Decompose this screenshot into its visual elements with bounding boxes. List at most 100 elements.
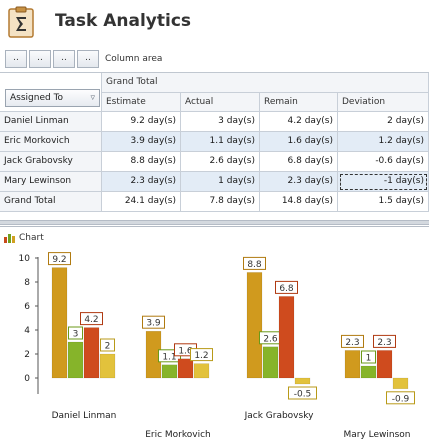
data-label-box	[68, 326, 83, 340]
data-label-box	[386, 391, 415, 405]
bar	[360, 365, 377, 379]
data-label: 9.2	[52, 255, 66, 265]
grand-total-header[interactable]: Grand Total	[102, 73, 429, 93]
chart-tab[interactable]: Chart	[4, 231, 44, 245]
table-cell-total[interactable]: 1.5 day(s)	[338, 192, 429, 212]
title-bar: Task Analytics	[0, 0, 429, 46]
bar	[392, 377, 409, 390]
data-label-box	[275, 280, 298, 294]
y-tick-label: 10	[19, 254, 31, 264]
table-cell[interactable]: 2.3 day(s)	[260, 172, 338, 192]
table-cell[interactable]: 1.2 day(s)	[338, 132, 429, 152]
x-category-label: Daniel Linman	[52, 411, 117, 421]
pivot-table: Grand Total Estimate Actual Remain Devia…	[0, 72, 429, 259]
row-header-mary-lewinson[interactable]: Mary Lewinson	[0, 172, 102, 192]
y-tick-label: 8	[24, 278, 30, 288]
table-cell-total[interactable]: 14.8 day(s)	[260, 192, 338, 212]
data-label: 2.3	[377, 338, 391, 348]
data-label-box	[361, 350, 376, 364]
column-header-remain[interactable]: Remain	[260, 93, 338, 112]
bar-chart: 0 2 4 6 8 10 9.2 3.9 8.8 2.3 3 1.1 2.6 1 4.2 1.6 6.8 2.3 2…	[19, 252, 415, 440]
data-label: -0.5	[294, 390, 312, 400]
data-label-box	[373, 334, 396, 348]
x-category-label: Jack Grabovsky	[244, 411, 315, 421]
filter-icon[interactable]: ▿	[90, 93, 95, 103]
bar	[278, 296, 295, 379]
filter-field-button-2[interactable]: ..	[29, 50, 51, 68]
column-header-deviation[interactable]: Deviation	[338, 93, 429, 112]
table-cell[interactable]: 2.3 day(s)	[102, 172, 181, 192]
data-label-box	[100, 338, 115, 352]
row-header-daniel-linman[interactable]: Daniel Linman	[0, 112, 102, 132]
table-cell-total[interactable]: 24.1 day(s)	[102, 192, 181, 212]
table-cell[interactable]: -0.6 day(s)	[338, 152, 429, 172]
column-header-actual[interactable]: Actual	[181, 93, 260, 112]
data-label-box	[48, 252, 71, 266]
table-cell[interactable]: 3 day(s)	[181, 112, 260, 132]
bar	[262, 346, 279, 379]
table-cell[interactable]: 1 day(s)	[181, 172, 260, 192]
sigma-clipboard-icon	[8, 6, 34, 38]
assigned-to-label: Assigned To	[10, 93, 64, 103]
table-cell-total[interactable]: 7.8 day(s)	[181, 192, 260, 212]
data-label: 2	[105, 342, 111, 352]
table-cell-selected[interactable]: -1 day(s)	[338, 172, 429, 192]
bar	[99, 353, 116, 379]
data-label: 3	[73, 330, 79, 340]
assigned-to-field-button[interactable]: Assigned To ▿	[5, 89, 100, 107]
filter-field-button-3[interactable]: ..	[53, 50, 75, 68]
data-label: 6.8	[279, 284, 294, 294]
table-cell[interactable]: 4.2 day(s)	[260, 112, 338, 132]
data-label-box	[80, 312, 103, 326]
data-label: 1.2	[194, 351, 208, 361]
filter-field-button-1[interactable]: ..	[5, 50, 27, 68]
data-label-box	[142, 315, 165, 329]
pivot-grid-area: .. .. .. .. Column area Grand Total Esti…	[0, 46, 429, 216]
column-header-estimate[interactable]: Estimate	[102, 93, 181, 112]
bar	[344, 350, 361, 379]
bar	[246, 272, 263, 379]
row-header-grand-total[interactable]: Grand Total	[0, 192, 102, 212]
bar	[161, 364, 178, 379]
table-cell[interactable]: 6.8 day(s)	[260, 152, 338, 172]
bar-chart-icon	[4, 233, 15, 243]
data-label-box	[243, 256, 266, 270]
table-cell[interactable]: 1.1 day(s)	[181, 132, 260, 152]
x-category-label: Eric Morkovich	[145, 430, 211, 440]
row-header-eric-morkovich[interactable]: Eric Morkovich	[0, 132, 102, 152]
table-cell[interactable]: 8.8 day(s)	[102, 152, 181, 172]
data-label-box	[288, 386, 317, 400]
row-header-jack-grabovsky[interactable]: Jack Grabovsky	[0, 152, 102, 172]
data-label-box	[190, 348, 213, 362]
x-category-label: Mary Lewinson	[343, 430, 410, 440]
y-tick-label: 4	[24, 326, 30, 336]
data-label: 1	[366, 354, 372, 364]
table-cell[interactable]: 9.2 day(s)	[102, 112, 181, 132]
y-tick-label: 6	[24, 302, 30, 312]
y-tick-label: 0	[24, 374, 30, 384]
bar	[177, 358, 194, 379]
table-cell[interactable]: 2 day(s)	[338, 112, 429, 132]
data-label: 8.8	[247, 260, 262, 270]
bar	[193, 363, 210, 379]
page-title: Task Analytics	[55, 11, 192, 31]
data-label: 2.6	[263, 334, 278, 344]
data-label: -0.9	[392, 394, 410, 404]
table-cell[interactable]: 2.6 day(s)	[181, 152, 260, 172]
filter-field-button-4[interactable]: ..	[77, 50, 99, 68]
data-label: 1.1	[162, 352, 176, 362]
bar	[83, 327, 100, 379]
data-label-box	[341, 334, 364, 348]
column-area-label: Column area	[105, 54, 163, 64]
bar	[51, 267, 68, 379]
table-cell[interactable]: 3.9 day(s)	[102, 132, 181, 152]
panel-splitter[interactable]	[0, 220, 429, 225]
data-label: 4.2	[84, 315, 98, 325]
bar	[67, 341, 84, 379]
table-cell[interactable]: 1.6 day(s)	[260, 132, 338, 152]
y-tick-label: 2	[24, 350, 30, 360]
data-label: 1.6	[178, 346, 193, 356]
bar	[294, 377, 311, 385]
data-label: 3.9	[146, 319, 161, 329]
data-label: 2.3	[345, 338, 359, 348]
